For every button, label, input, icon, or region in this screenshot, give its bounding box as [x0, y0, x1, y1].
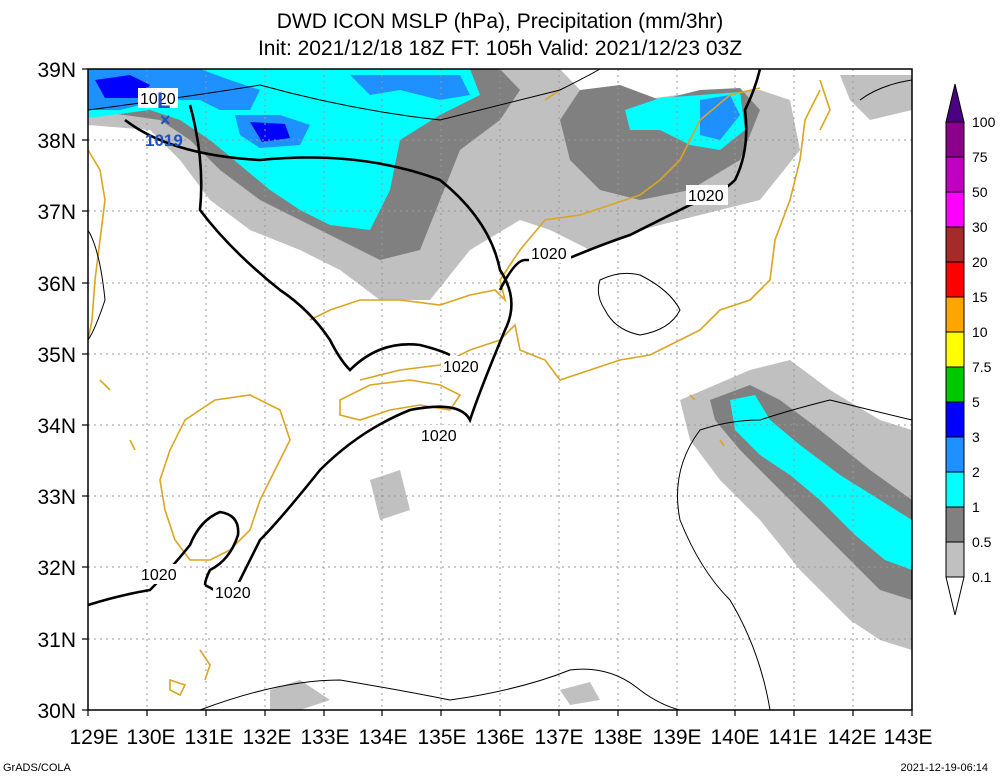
low-value: 1019: [145, 131, 183, 150]
colorbar-label: 1: [972, 499, 980, 515]
lon-label: 142E: [827, 726, 876, 749]
colorbar-swatch: [945, 331, 965, 368]
latitude-labels: 39N 38N 37N 36N 35N 34N 33N 32N 31N 30N: [37, 59, 76, 723]
lon-label: 134E: [358, 726, 407, 749]
lon-label: 130E: [126, 726, 175, 749]
colorbar-swatch: [945, 156, 965, 193]
lat-label: 33N: [37, 486, 76, 509]
chart-subtitle: Init: 2021/12/18 18Z FT: 105h Valid: 202…: [257, 37, 743, 60]
colorbar-swatch: [945, 436, 965, 473]
isobar-label-1020: 1020: [443, 359, 479, 376]
lat-label: 35N: [37, 344, 76, 367]
colorbar-swatch: [945, 226, 965, 263]
colorbar-label: 75: [972, 149, 988, 165]
longitude-labels: 129E 130E 131E 132E 133E 134E 135E 136E …: [69, 726, 932, 749]
lon-label: 135E: [417, 726, 466, 749]
colorbar-swatch: [945, 366, 965, 403]
colorbar-swatch: [945, 401, 965, 438]
footer-timestamp: 2021-12-19-06:14: [900, 762, 988, 774]
colorbar-label: 5: [972, 394, 980, 410]
lat-label: 39N: [37, 59, 76, 82]
isobar-label-1020: 1020: [421, 428, 457, 445]
colorbar-label: 20: [972, 254, 988, 270]
lon-label: 136E: [475, 726, 524, 749]
colorbar-swatch: [945, 471, 965, 508]
lon-label: 141E: [768, 726, 817, 749]
colorbar-label: 0.1: [972, 569, 992, 585]
colorbar-label: 7.5: [972, 359, 992, 375]
lat-label: 30N: [37, 700, 76, 723]
lon-label: 140E: [710, 726, 759, 749]
colorbar: 100 75 50 30 20 15 10 7.5 5 3 2 1 0.5 0.1: [945, 83, 996, 616]
lon-label: 133E: [300, 726, 349, 749]
isobar-label-1020: 1020: [531, 246, 567, 263]
lon-label: 131E: [184, 726, 233, 749]
colorbar-swatch: [945, 506, 965, 543]
isobar-label-1020: 1020: [688, 188, 724, 205]
isobar-label-1020: 1020: [140, 91, 176, 108]
colorbar-label: 50: [972, 184, 988, 200]
lat-label: 32N: [37, 557, 76, 580]
lat-label: 36N: [37, 273, 76, 296]
low-symbol: L: [157, 88, 170, 113]
lon-label: 139E: [652, 726, 701, 749]
colorbar-label: 10: [972, 324, 988, 340]
colorbar-swatch: [945, 541, 965, 578]
low-cross-icon: ×: [160, 110, 171, 130]
lat-label: 31N: [37, 629, 76, 652]
lon-label: 138E: [593, 726, 642, 749]
lon-label: 143E: [883, 726, 932, 749]
colorbar-swatch: [945, 296, 965, 333]
isobar-label-1020: 1020: [215, 585, 251, 602]
isobar-labels: 1020 1020 1020 1020 1020 1020 1020: [138, 88, 728, 602]
colorbar-label: 100: [972, 114, 996, 130]
colorbar-swatch: [945, 191, 965, 228]
colorbar-label: 15: [972, 289, 988, 305]
grid: [88, 69, 912, 710]
colorbar-label: 2: [972, 464, 980, 480]
colorbar-label: 30: [972, 219, 988, 235]
lat-label: 37N: [37, 201, 76, 224]
chart-title: DWD ICON MSLP (hPa), Precipitation (mm/3…: [276, 10, 724, 33]
lat-label: 34N: [37, 415, 76, 438]
coastlines: [88, 79, 831, 697]
low-pressure-center: L × 1019: [145, 88, 183, 150]
colorbar-top-arrow: [945, 83, 965, 123]
lat-label: 38N: [37, 130, 76, 153]
colorbar-swatch: [945, 121, 965, 158]
colorbar-swatch: [945, 261, 965, 298]
lon-label: 137E: [534, 726, 583, 749]
footer-credit: GrADS/COLA: [3, 762, 71, 774]
lon-label: 129E: [69, 726, 118, 749]
lon-label: 132E: [242, 726, 291, 749]
colorbar-label: 0.5: [972, 534, 992, 550]
colorbar-bottom-arrow: [945, 576, 965, 616]
colorbar-label: 3: [972, 429, 980, 445]
isobar-label-1020: 1020: [141, 567, 177, 584]
isobars: [88, 69, 912, 710]
ticks: [82, 68, 913, 716]
